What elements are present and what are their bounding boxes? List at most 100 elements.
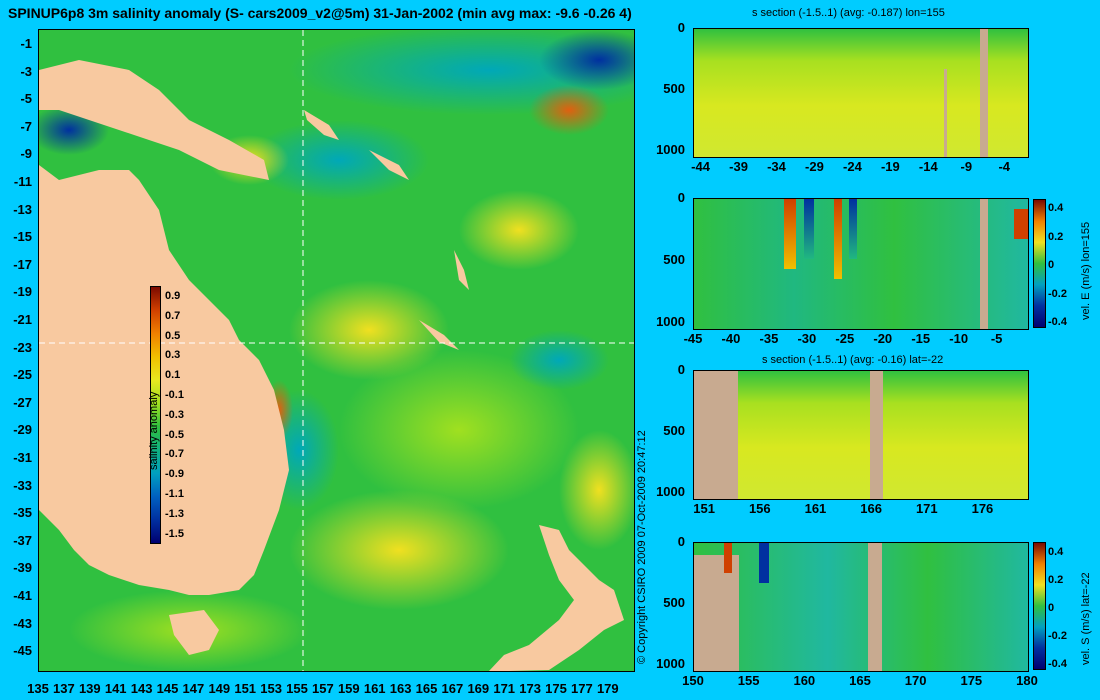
map-colorbar — [150, 286, 161, 544]
section-x-tick-label: -39 — [729, 159, 748, 174]
map-y-tick-label: -35 — [13, 505, 32, 521]
map-y-tick-label: -25 — [13, 367, 32, 383]
section-y-tick-label: 500 — [663, 251, 685, 267]
section4-colorbar — [1033, 542, 1046, 670]
section-colorbar-tick-label: 0.2 — [1048, 230, 1064, 243]
map-y-tick-label: -9 — [20, 146, 32, 162]
section-x-tick-label: 175 — [960, 673, 983, 688]
map-y-tick-label: -43 — [13, 615, 32, 631]
section-x-tick-label: -5 — [990, 331, 1003, 346]
map-x-tick-label: 173 — [519, 681, 541, 696]
map-colorbar-tick-label: -0.5 — [165, 428, 184, 441]
map-y-tick-label: -27 — [13, 394, 32, 410]
section-y-tick-label: 500 — [663, 594, 685, 610]
map-y-tick-label: -29 — [13, 422, 32, 438]
section1-title: s section (-1.5..1) (avg: -0.187) lon=15… — [752, 7, 945, 19]
section-x-tick-label: 176 — [971, 501, 994, 516]
section-colorbar-tick-label: -0.4 — [1048, 658, 1067, 670]
main-title: SPINUP6p8 3m salinity anomaly (S- cars20… — [8, 5, 632, 21]
section3-land-west — [694, 371, 738, 499]
section-x-tick-label: -45 — [683, 331, 703, 346]
map-y-tick-label: -15 — [13, 229, 32, 245]
map-panel — [38, 29, 635, 672]
section-y-tick-label: 1000 — [656, 313, 685, 329]
map-x-tick-label: 167 — [441, 681, 464, 696]
map-colorbar-tick-label: -1.5 — [165, 527, 184, 540]
map-colorbar-tick-label: -0.3 — [165, 408, 184, 421]
map-x-tick-label: 169 — [467, 681, 490, 696]
map-colorbar-tick-label: 0.3 — [165, 349, 181, 362]
section-x-tick-label: 165 — [849, 673, 871, 688]
map-y-tick-label: -31 — [13, 450, 32, 465]
section-x-tick-label: 180 — [1016, 673, 1038, 688]
section-x-tick-label: 166 — [860, 501, 882, 516]
map-colorbar-tick-label: -1.1 — [165, 488, 184, 500]
map-x-tick-label: 149 — [208, 681, 231, 696]
map-y-tick-label: -3 — [20, 63, 32, 79]
section-y-tick-label: 1000 — [656, 483, 685, 499]
map-x-tick-label: 161 — [363, 681, 386, 696]
section-x-tick-label: -35 — [759, 331, 779, 346]
map-x-tick-label: 171 — [493, 681, 516, 696]
section-x-tick-label: -29 — [805, 159, 824, 174]
section3-panel — [693, 370, 1029, 500]
map-x-tick-label: 139 — [78, 681, 101, 696]
section4-colorbar-label: vel. S (m/s) lat=-22 — [1080, 572, 1092, 665]
map-x-tick-label: 179 — [596, 681, 619, 696]
section-x-tick-label: 171 — [915, 501, 938, 516]
map-x-tick-label: 141 — [104, 681, 127, 696]
section-x-tick-label: 170 — [904, 673, 927, 688]
map-y-tick-label: -23 — [13, 339, 32, 355]
map-x-tick-label: 159 — [337, 681, 360, 696]
map-y-tick-label: -45 — [13, 643, 32, 659]
land-new-guinea — [39, 60, 269, 180]
section-x-tick-label: 151 — [693, 501, 715, 516]
map-x-tick-label: 165 — [415, 681, 438, 696]
section3-title: s section (-1.5..1) (avg: -0.16) lat=-22 — [762, 354, 944, 366]
map-y-tick-label: -19 — [13, 284, 32, 300]
section2-panel — [693, 198, 1029, 330]
map-x-tick-label: 177 — [571, 681, 593, 696]
map-colorbar-tick-label: -0.1 — [165, 389, 184, 401]
map-y-tick-label: -41 — [13, 588, 32, 603]
section-colorbar-tick-label: 0.4 — [1048, 202, 1064, 214]
section-colorbar-tick-label: 0.2 — [1048, 574, 1064, 586]
section-x-tick-label: 155 — [737, 673, 760, 688]
section-x-tick-label: -10 — [949, 331, 969, 346]
map-colorbar-tick-label: 0.7 — [165, 309, 181, 322]
map-colorbar-tick-label: -1.3 — [165, 507, 184, 520]
section-colorbar-tick-label: 0 — [1048, 259, 1055, 271]
map-x-tick-label: 155 — [286, 681, 308, 696]
section-x-tick-label: 156 — [748, 501, 771, 516]
section4-land-west — [694, 555, 739, 671]
map-y-tick-label: -21 — [13, 312, 32, 327]
section-x-tick-label: -15 — [911, 331, 931, 346]
map-y-tick-label: -33 — [13, 477, 32, 493]
section-x-tick-label: -4 — [998, 159, 1010, 174]
map-x-tick-label: 175 — [545, 681, 567, 696]
map-colorbar-tick-label: -0.9 — [165, 468, 184, 481]
map-y-tick-label: -17 — [13, 256, 32, 272]
map-y-tick-label: -13 — [13, 201, 32, 217]
map-y-tick-label: -5 — [20, 91, 32, 107]
section-y-tick-label: 1000 — [656, 655, 685, 671]
section-y-tick-label: 0 — [677, 20, 685, 35]
map-x-tick-label: 143 — [130, 681, 153, 696]
section-colorbar-tick-label: 0 — [1048, 602, 1055, 614]
map-colorbar-label: salinity anomaly — [148, 391, 160, 470]
section4-land-east — [868, 543, 882, 671]
map-colorbar-tick-label: 0.9 — [165, 290, 181, 302]
section-y-tick-label: 500 — [663, 422, 685, 438]
map-y-tick-label: -37 — [13, 532, 32, 548]
map-x-tick-label: 153 — [260, 681, 282, 696]
map-colorbar-tick-label: 0.5 — [165, 329, 181, 342]
section-x-tick-label: -44 — [691, 159, 710, 174]
section1-panel — [693, 28, 1029, 158]
land-new-zealand — [489, 525, 624, 671]
section-colorbar-tick-label: -0.4 — [1048, 316, 1067, 328]
section4-panel — [693, 542, 1029, 672]
map-x-tick-label: 151 — [234, 681, 257, 696]
section-colorbar-tick-label: -0.2 — [1048, 630, 1067, 642]
section-x-tick-label: -25 — [835, 331, 855, 346]
section-y-tick-label: 500 — [663, 80, 685, 96]
